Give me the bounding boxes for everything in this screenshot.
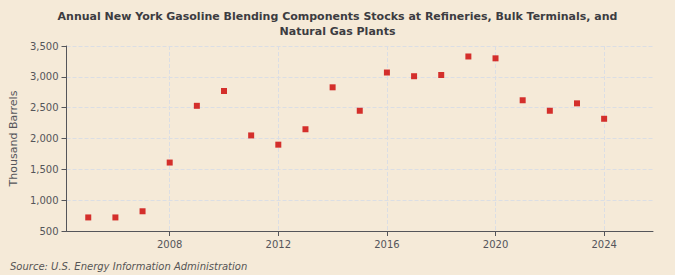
svg-text:2024: 2024: [591, 239, 616, 250]
svg-text:Source: U.S. Energy Informatio: Source: U.S. Energy Information Administ…: [10, 261, 247, 272]
svg-text:3,500: 3,500: [30, 41, 59, 52]
svg-text:2,000: 2,000: [30, 133, 59, 144]
svg-text:1,500: 1,500: [30, 164, 59, 175]
svg-text:500: 500: [39, 226, 58, 237]
svg-text:Annual New York Gasoline Blend: Annual New York Gasoline Blending Compon…: [58, 10, 618, 23]
svg-text:1,000: 1,000: [30, 195, 59, 206]
svg-text:Thousand Barrels: Thousand Barrels: [7, 90, 20, 187]
svg-text:2012: 2012: [266, 239, 291, 250]
svg-text:2,500: 2,500: [30, 102, 59, 113]
svg-text:2020: 2020: [483, 239, 508, 250]
svg-text:3,000: 3,000: [30, 71, 59, 82]
svg-text:2008: 2008: [157, 239, 182, 250]
svg-text:Natural Gas Plants: Natural Gas Plants: [280, 25, 396, 38]
svg-text:2016: 2016: [374, 239, 399, 250]
